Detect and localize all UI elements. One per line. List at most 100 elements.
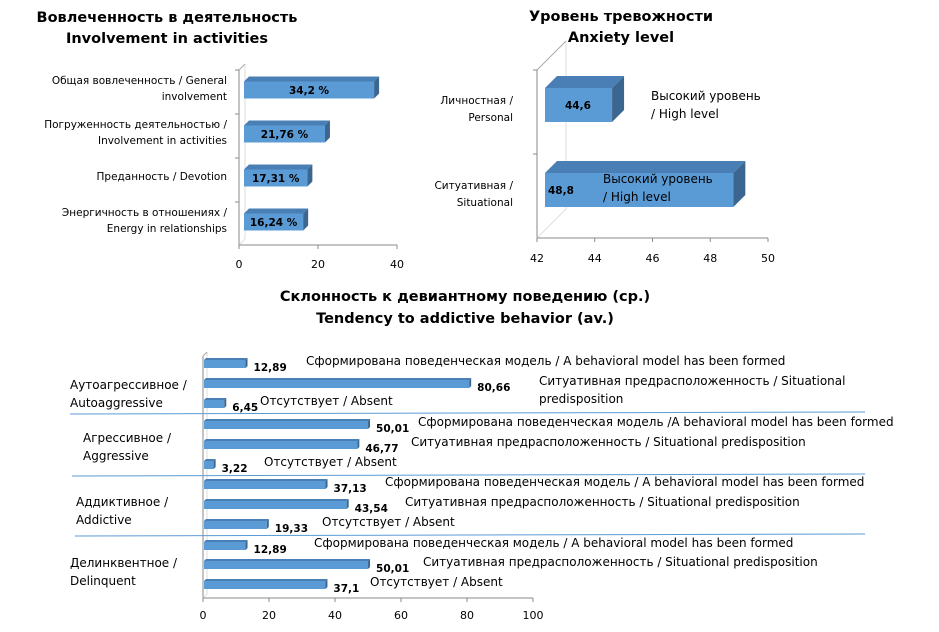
- chart3-bar: [204, 358, 248, 368]
- chart1-category-label-line: Погруженность деятельностью /: [44, 119, 227, 131]
- c3-wall-bottom: [202, 593, 208, 599]
- chart2-bar-side: [733, 161, 746, 207]
- chart2-bar-top: [545, 76, 625, 88]
- chart3-bar-note-line: predisposition: [539, 392, 623, 406]
- chart3-group-label-line: Addictive: [76, 513, 132, 527]
- chart3-group-label-line: Агрессивное /: [83, 431, 172, 445]
- chart2-annotation-line: Высокий уровень: [651, 89, 761, 103]
- chart3-bar-side: [224, 398, 227, 408]
- chart3-data-label: 6,45: [232, 402, 258, 414]
- chart3-bar: [204, 439, 360, 449]
- chart3-bar-note-line: Ситуативная предрасположенность / Situat…: [539, 374, 845, 388]
- chart3-bar-side: [469, 378, 472, 388]
- c2-wall-bottom: [536, 208, 567, 239]
- chart1-title-line: Вовлеченность в деятельность: [37, 10, 298, 26]
- chart3-data-label: 50,01: [376, 563, 409, 575]
- c2-x-tick-label: 46: [646, 252, 660, 265]
- c1-wall-bottom: [238, 238, 246, 246]
- chart3-bar-side: [368, 559, 371, 569]
- chart3-bar-side: [368, 419, 371, 429]
- chart2-annotation-line: / High level: [651, 107, 719, 121]
- chart1-title: Вовлеченность в деятельность Involvement …: [37, 10, 298, 47]
- c2-x-tick-label: 48: [703, 252, 717, 265]
- chart1-bar: [244, 76, 380, 99]
- chart1-category-label-line: Involvement in activities: [98, 135, 227, 147]
- chart2-annotation-line: Высокий уровень: [603, 172, 713, 186]
- chart3-bar-note-line: Отсутствует / Absent: [264, 455, 397, 469]
- chart3-bar-note-line: Ситуативная предрасположенность / Situat…: [423, 555, 818, 569]
- c1-x-tick-label: 0: [236, 258, 243, 271]
- chart3-group-separator: [69, 411, 866, 415]
- chart3-bar-note-line: Ситуативная предрасположенность / Situat…: [405, 495, 800, 509]
- chart3-bar: [204, 519, 269, 529]
- chart3-bar-note: Отсутствует / Absent: [264, 455, 397, 469]
- chart3-bar-note: Сформирована поведенческая модель /A beh…: [418, 415, 894, 429]
- chart3-bar-top: [204, 559, 371, 561]
- chart2-category-label-line: Личностная /: [440, 95, 513, 107]
- chart3-bar: [204, 398, 227, 408]
- chart3-bar-top: [204, 579, 328, 581]
- chart1-bar-front: [244, 213, 304, 231]
- chart3-bar-note: Ситуативная предрасположенность / Situat…: [423, 555, 818, 569]
- chart3-bar-side: [266, 519, 269, 529]
- chart3-bar-note-line: Сформирована поведенческая модель / A be…: [314, 536, 793, 550]
- chart2-annotation: Высокий уровень / High level: [603, 172, 713, 204]
- chart3-group-separator: [71, 473, 866, 477]
- chart3-bar-side: [213, 459, 216, 469]
- chart3-bar-note-line: Сформирована поведенческая модель / A be…: [385, 475, 864, 489]
- chart3-group-label-line: Аутоагрессивное /: [70, 378, 188, 392]
- chart1-category-label: Преданность / Devotion: [97, 171, 227, 183]
- chart1-bar-front: [244, 125, 325, 143]
- chart1-bar-top: [244, 76, 380, 82]
- chart3-group-label-line: Aggressive: [83, 449, 149, 463]
- chart3-bar-front: [204, 400, 225, 408]
- chart3-bar-note-line: Сформирована поведенческая модель /A beh…: [418, 415, 894, 429]
- chart3-bar-top: [204, 499, 349, 501]
- c2-x-tick-label: 50: [761, 252, 775, 265]
- chart1-category-label: Погруженность деятельностью / Involvement…: [44, 119, 227, 147]
- chart1-bar: [244, 120, 330, 143]
- chart3-bar-note: Сформирована поведенческая модель / A be…: [385, 475, 864, 489]
- c3-x-tick-label: 0: [200, 609, 207, 622]
- chart3-bar-side: [245, 358, 248, 368]
- chart1-category-label: Энергичность в отношениях / Energy in rel…: [62, 207, 228, 235]
- chart3-data-label: 37,13: [334, 483, 367, 495]
- chart3-bar-top: [204, 519, 269, 521]
- chart3-bar: [204, 459, 216, 469]
- chart3-bar: [204, 419, 371, 429]
- chart3-bar-front: [204, 380, 470, 388]
- chart3-group-separator: [74, 533, 866, 537]
- chart3-data-label: 19,33: [275, 523, 308, 535]
- chart3-bar-top: [204, 459, 216, 461]
- chart3-data-label: 46,77: [365, 443, 398, 455]
- chart3-bar-front: [204, 461, 214, 469]
- chart3-bar-top: [204, 398, 227, 400]
- chart2-bar: [545, 161, 746, 207]
- chart2-annotation: Высокий уровень / High level: [651, 89, 761, 121]
- chart3-data-label: 50,01: [376, 423, 409, 435]
- chart3-group-label: Аутоагрессивное / Autoaggressive: [70, 378, 188, 410]
- c3-x-tick-label: 60: [394, 609, 408, 622]
- c3-x-tick-label: 20: [262, 609, 276, 622]
- chart3-bar-note-line: Отсутствует / Absent: [322, 515, 455, 529]
- chart2-bar-front: [545, 173, 734, 207]
- chart1-category-label: Общая вовлеченность / General involvement: [52, 75, 227, 103]
- chart2-annotation-line: / High level: [603, 190, 671, 204]
- chart3-bar-top: [204, 378, 472, 380]
- chart2-title: Уровень тревожности Anxiety level: [529, 9, 713, 46]
- chart3-bar-note-line: Ситуативная предрасположенность / Situat…: [411, 435, 806, 449]
- chart3-bar-front: [204, 521, 267, 529]
- chart3-bar-top: [204, 419, 371, 421]
- chart3-bar-note: Отсутствует / Absent: [370, 575, 503, 589]
- chart1-bar-front: [244, 81, 375, 99]
- chart3-bar-side: [357, 439, 360, 449]
- chart3-bar-side: [245, 540, 248, 550]
- chart2-category-label: Личностная / Personal: [440, 95, 513, 124]
- chart3-bar: [204, 378, 472, 388]
- chart3-data-label: 37,1: [333, 583, 359, 595]
- chart3-bar: [204, 540, 248, 550]
- chart2-category-label-line: Ситуативная /: [434, 180, 513, 192]
- chart3-bar: [204, 559, 371, 569]
- chart3-data-label: 12,89: [254, 544, 287, 556]
